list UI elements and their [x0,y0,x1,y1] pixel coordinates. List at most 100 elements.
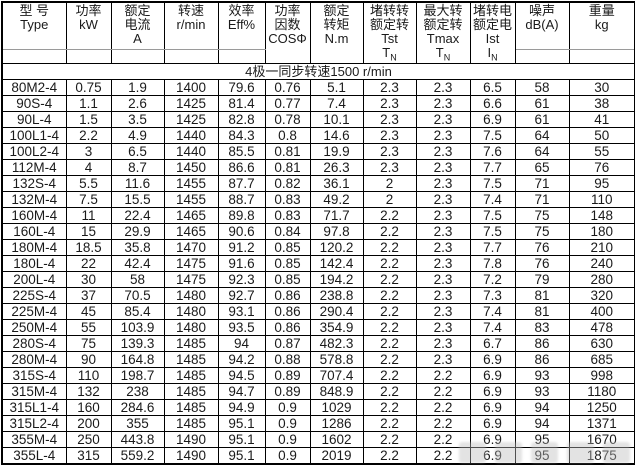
cell-weight: 76 [568,158,635,176]
cell-power: 110 [65,366,112,384]
cell-power-factor: 0.89 [264,366,311,384]
table-row: 132S-4 5.5 11.6 1455 87.7 0.82 36.1 2 2.3 7.5 71 95 [1,174,635,192]
cell-rated-torque: 1602 [309,430,364,448]
cell-locked-rotor-current-ratio: 7.8 [469,254,516,272]
cell-locked-rotor-current-ratio: 6.5 [469,78,516,96]
cell-type: 315L1-4 [1,398,67,416]
cell-power-factor: 0.86 [264,318,311,336]
cell-rated-current: 70.5 [110,286,165,304]
cell-rated-current: 2.6 [110,94,165,112]
cell-speed: 1455 [163,190,219,208]
cell-locked-rotor-current-ratio: 7.3 [469,286,516,304]
cell-locked-rotor-torque-ratio: 2 [362,174,417,192]
cell-power: 2.2 [65,126,112,144]
cell-rated-torque: 5.1 [309,78,364,96]
cell-rated-torque: 7.4 [309,94,364,112]
cell-type: 160L-4 [1,222,67,240]
cell-type: 355M-4 [1,430,67,448]
ratio-subscript: N [390,52,397,63]
cell-efficiency: 91.2 [217,238,266,256]
cell-noise: 64 [514,126,570,144]
cell-locked-rotor-torque-ratio: 2.3 [362,110,417,128]
cell-power: 4 [65,158,112,176]
header-label-line: Eff% [227,17,256,32]
cell-locked-rotor-torque-ratio: 2.2 [362,414,417,432]
cell-rated-torque: 36.1 [309,174,364,192]
cell-max-torque-ratio: 2.2 [415,382,471,400]
cell-speed: 1475 [163,270,219,288]
cell-locked-rotor-current-ratio: 7.5 [469,206,516,224]
cell-locked-rotor-torque-ratio: 2.2 [362,238,417,256]
cell-rated-torque: 71.7 [309,206,364,224]
cell-rated-torque: 14.6 [309,126,364,144]
cell-power-factor: 0.85 [264,238,311,256]
ratio-base: T [435,45,444,60]
cell-max-torque-ratio: 2.3 [415,94,471,112]
cell-efficiency: 95.1 [217,430,266,448]
cell-max-torque-ratio: 2.3 [415,350,471,368]
cell-efficiency: 94.7 [217,382,266,400]
cell-locked-rotor-torque-ratio: 2.3 [362,94,417,112]
cell-rated-current: 22.4 [110,206,165,224]
table-row: 90S-4 1.1 2.6 1425 81.4 0.77 7.4 2.3 2.3 6.6 61 38 [1,94,635,112]
cell-locked-rotor-current-ratio: 7.4 [469,318,516,336]
cell-noise: 64 [514,142,570,160]
cell-locked-rotor-current-ratio: 6.7 [469,334,516,352]
cell-efficiency: 94.2 [217,350,266,368]
cell-type: 200L-4 [1,270,67,288]
cell-efficiency: 94.9 [217,398,266,416]
cell-rated-torque: 482.3 [309,334,364,352]
cell-locked-rotor-torque-ratio: 2 [362,190,417,208]
cell-rated-torque: 10.1 [309,110,364,128]
cell-rated-current: 1.9 [110,78,165,96]
cell-type: 100L2-4 [1,142,67,160]
table-row: 225S-4 37 70.5 1480 92.7 0.86 238.8 2.2 2.3 7.3 81… [1,286,635,304]
cell-power-factor: 0.9 [264,398,311,416]
cell-type: 280S-4 [1,334,67,352]
cell-weight: 1371 [568,414,635,432]
cell-efficiency: 95.1 [217,446,266,465]
cell-power-factor: 0.83 [264,206,311,224]
cell-locked-rotor-current-ratio: 7.2 [469,270,516,288]
cell-type: 315M-4 [1,382,67,400]
cell-noise: 65 [514,158,570,176]
cell-locked-rotor-torque-ratio: 2.2 [362,350,417,368]
cell-rated-current: 58 [110,270,165,288]
cell-speed: 1470 [163,238,219,256]
cell-rated-current: 3.5 [110,110,165,128]
cell-rated-torque: 848.9 [309,382,364,400]
header-label-line: 转矩 [323,17,350,32]
cell-noise: 93 [514,382,570,400]
cell-max-torque-ratio: 2.3 [415,254,471,272]
header-subcell-power [65,49,112,64]
cell-power: 7.5 [65,190,112,208]
cell-speed: 1485 [163,334,219,352]
cell-power-factor: 0.86 [264,302,311,320]
cell-type: 80M2-4 [1,78,67,96]
cell-power: 45 [65,302,112,320]
table-row: 315M-4 132 238 1485 94.7 0.89 848.9 2.2 2.2 6.9 93… [1,382,635,400]
header-label-line: 因数 [274,17,301,32]
cell-max-torque-ratio: 2.2 [415,414,471,432]
cell-power-factor: 0.88 [264,350,311,368]
cell-rated-torque: 1286 [309,414,364,432]
cell-power-factor: 0.87 [264,334,311,352]
cell-noise: 75 [514,206,570,224]
cell-power: 250 [65,430,112,448]
cell-type: 250M-4 [1,318,67,336]
cell-type: 100L1-4 [1,126,67,144]
cell-weight: 110 [568,190,635,208]
cell-rated-current: 443.8 [110,430,165,448]
cell-noise: 86 [514,334,570,352]
cell-rated-current: 4.9 [110,126,165,144]
cell-max-torque-ratio: 2.3 [415,110,471,128]
cell-speed: 1490 [163,446,219,465]
table-row: 132M-4 7.5 15.5 1455 88.7 0.83 49.2 2 2.3 7.4 71 11… [1,190,635,208]
cell-rated-current: 6.5 [110,142,165,160]
cell-efficiency: 88.7 [217,190,266,208]
cell-speed: 1440 [163,126,219,144]
cell-locked-rotor-current-ratio: 7.5 [469,222,516,240]
cell-rated-torque: 1029 [309,398,364,416]
cell-type: 225M-4 [1,302,67,320]
table-row: 200L-4 30 58 1475 92.3 0.85 194.2 2.2 2.3 7.2 79 28… [1,270,635,288]
